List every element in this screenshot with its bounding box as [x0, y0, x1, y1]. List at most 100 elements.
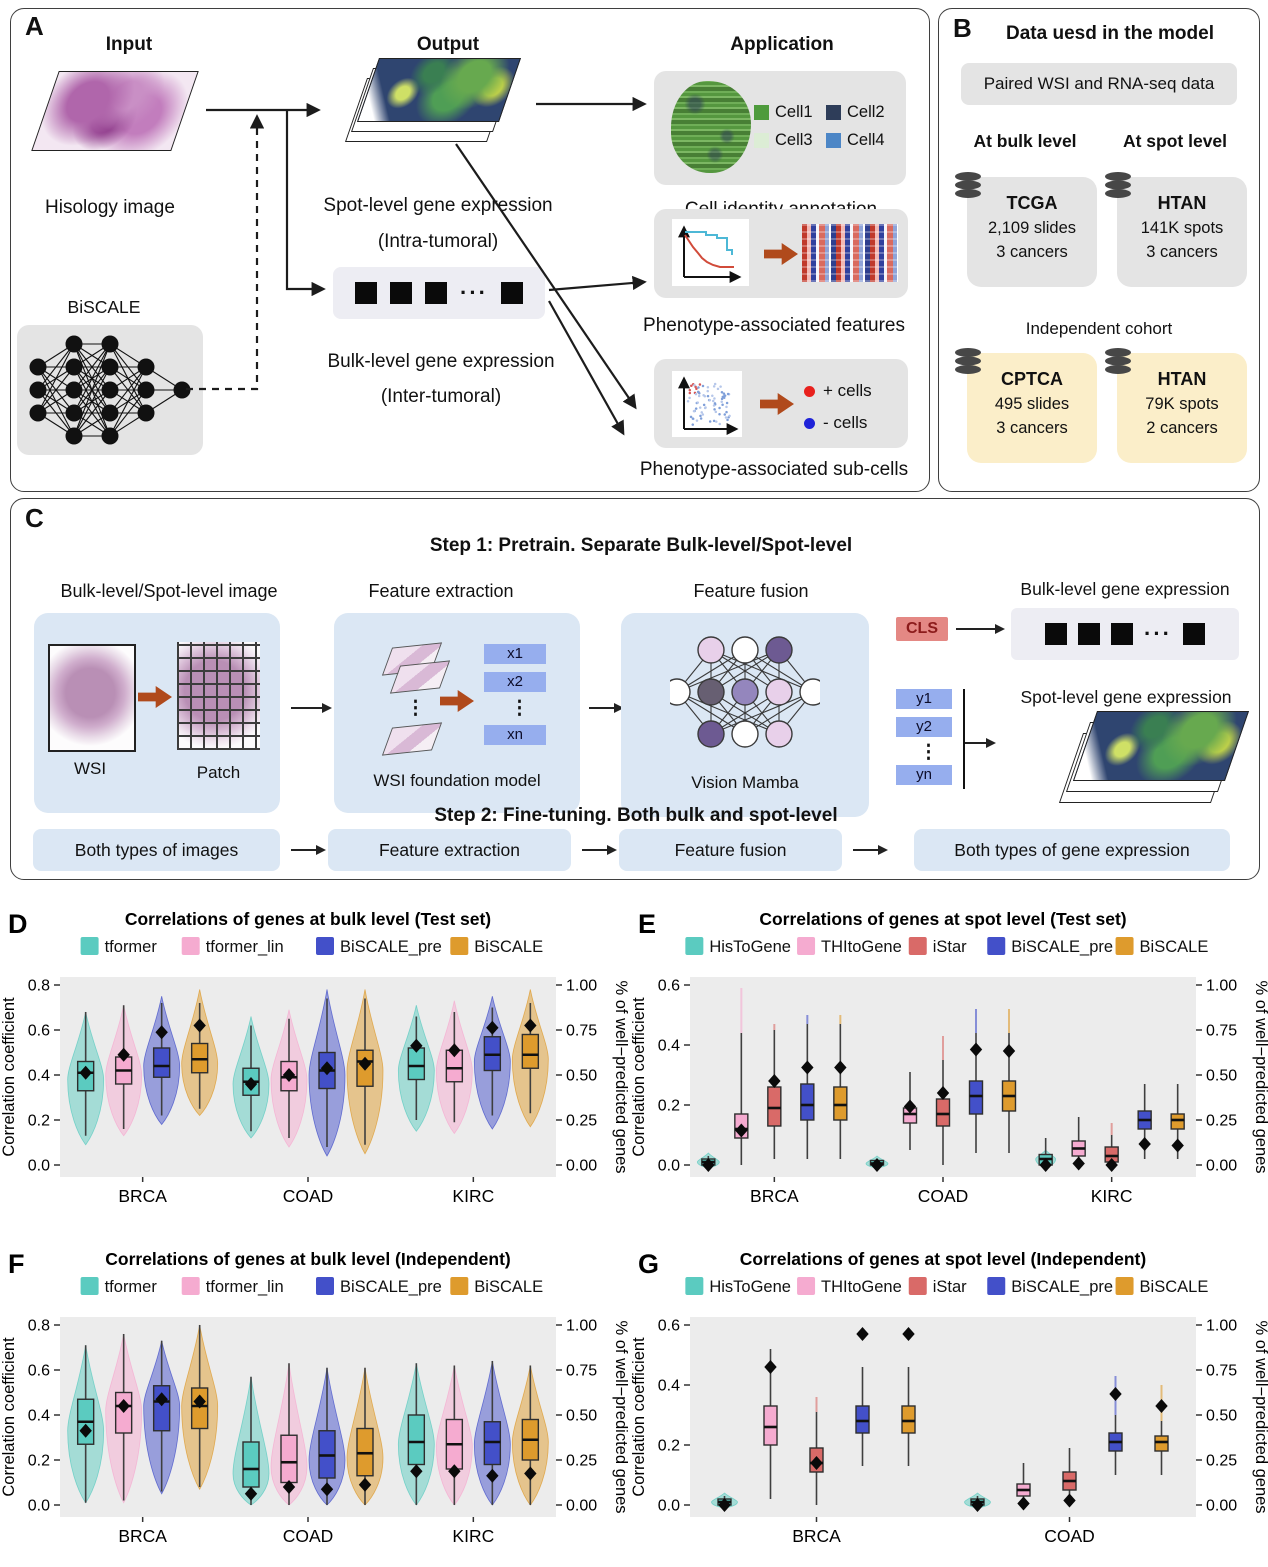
y-tick-label-right: 0.00 — [566, 1498, 597, 1515]
spot-caption-line2: (Intra-tumoral) — [377, 231, 499, 252]
dist-COAD-BiSCALE_pre — [968, 1009, 984, 1153]
y-axis-label-right: % of well−predicted genes — [1252, 1320, 1268, 1513]
input-caption: Hisology image — [45, 197, 175, 218]
y-axis-label-right: % of well−predicted genes — [612, 980, 628, 1173]
vision-mamba-network-icon — [670, 636, 820, 748]
dist-COAD-BiSCALE — [346, 989, 384, 1155]
box — [935, 1098, 951, 1127]
y-tick-label-left: 0.0 — [658, 1498, 680, 1515]
umap-scatter-icon — [672, 371, 742, 437]
cell3-swatch — [754, 133, 769, 148]
legend-swatch — [450, 937, 469, 955]
patch-grid-thumbnail — [177, 642, 260, 750]
x-category-label: KIRC — [452, 1186, 494, 1206]
histology-image — [23, 67, 207, 155]
y-tick-label-left: 0.4 — [658, 1038, 680, 1055]
bulk-level-heading: At bulk level — [973, 131, 1077, 151]
dist-BRCA-THItoGene — [734, 988, 749, 1165]
subcells-box: + cells - cells — [654, 359, 908, 448]
y-axis-label-left: Correlation coefficient — [0, 1337, 18, 1497]
y-tick-label-right: 0.25 — [566, 1453, 597, 1470]
panel-a-label: A — [25, 11, 44, 41]
y-tick-label-right: 0.50 — [1206, 1408, 1237, 1425]
dist-BRCA-BiSCALE_pre — [855, 1327, 870, 1466]
legend-label: BiSCALE_pre — [340, 1278, 442, 1296]
y-axis-label-left: Correlation coefficient — [630, 1337, 648, 1497]
legend-label: tformer — [105, 1278, 158, 1296]
y-tick-label-left: 0.8 — [28, 978, 50, 995]
y-tick-label-right: 0.50 — [566, 1068, 597, 1085]
fusion-box: Vision Mamba — [621, 613, 869, 817]
y-tick-label-left: 0.6 — [28, 1363, 50, 1380]
mean-diamond — [486, 1020, 499, 1035]
mean-diamond — [870, 1158, 884, 1172]
step2-box-images: Both types of images — [33, 829, 280, 871]
box — [833, 1086, 848, 1121]
y-tick-label-right: 0.75 — [566, 1023, 597, 1040]
database-icon — [955, 172, 981, 198]
box — [763, 1405, 778, 1446]
foundation-label: WSI foundation model — [373, 771, 541, 790]
legend-label: THItoGene — [821, 1278, 902, 1296]
bulk-vector-box: ··· — [333, 267, 545, 319]
legend-swatch — [685, 937, 704, 955]
mean-diamond — [282, 1480, 296, 1494]
panel-a: A Input Hisology image BiSCALE Output Sp… — [10, 8, 930, 492]
dist-KIRC-tformer_lin — [435, 1365, 473, 1506]
col-image-heading: Bulk-level/Spot-level image — [60, 581, 278, 601]
dist-BRCA-HisToGene — [711, 1492, 738, 1512]
panel-f-label: F — [8, 1249, 25, 1279]
mean-diamond — [936, 1086, 950, 1100]
fat-arrow-icon — [760, 392, 794, 416]
dist-KIRC-tformer — [397, 1005, 435, 1132]
x-category-label: COAD — [283, 1186, 334, 1206]
plot-area — [60, 977, 556, 1177]
fat-arrow-icon — [138, 685, 172, 709]
cell2-label: Cell2 — [847, 103, 885, 121]
y2-vector: y2 — [896, 717, 952, 737]
histology-image-texture — [31, 71, 199, 151]
panel-e-label: E — [638, 909, 656, 939]
mean-diamond — [1017, 1496, 1030, 1511]
plus-cells-label: + cells — [823, 381, 872, 400]
y-tick-label-left: 0.0 — [28, 1158, 50, 1175]
mean-diamond — [1063, 1493, 1076, 1508]
dist-BRCA-tformer — [67, 1011, 105, 1146]
box — [152, 1047, 171, 1078]
cell-legend-item: Cell2 — [826, 103, 912, 122]
vdots: ⋮ — [510, 698, 529, 719]
mean-diamond — [155, 1392, 168, 1407]
dist-BRCA-BiSCALE — [901, 1327, 916, 1466]
htan-top-line2: 3 cancers — [1146, 243, 1218, 261]
gene-square — [355, 282, 377, 304]
dist-BRCA-BiSCALE — [181, 1324, 219, 1491]
y-axis-label-right: % of well−predicted genes — [1252, 980, 1268, 1173]
cell-legend-item: Cell3 — [754, 131, 826, 150]
dist-COAD-BiSCALE — [1154, 1385, 1169, 1475]
dist-KIRC-BiSCALE — [511, 1365, 549, 1506]
extract-box: ⋮ x1 x2 ⋮ xn WSI foundation model — [334, 613, 580, 813]
output-heading: Output — [416, 34, 480, 55]
spot-expression-map — [356, 58, 522, 122]
dist-BRCA-iStar — [809, 1397, 824, 1505]
y-tick-label-right: 0.50 — [1206, 1068, 1237, 1085]
arrow-right-icon — [853, 849, 879, 852]
y-tick-label-left: 0.8 — [28, 1318, 50, 1335]
y-tick-label-right: 0.75 — [566, 1363, 597, 1380]
dist-KIRC-tformer — [397, 1363, 435, 1506]
input-heading: Input — [105, 34, 153, 55]
mean-diamond — [320, 1482, 334, 1497]
dist-COAD-HisToGene — [865, 1155, 889, 1172]
step2-box-output: Both types of gene expression — [914, 829, 1230, 871]
spot-output-map-stack — [1058, 711, 1261, 811]
gene-square — [500, 282, 523, 304]
arrow-right-icon — [965, 742, 987, 745]
legend-swatch — [316, 1277, 334, 1295]
gene-square — [1045, 623, 1067, 645]
htan-bottom-line1: 79K spots — [1145, 395, 1219, 413]
mean-diamond — [524, 1018, 537, 1033]
panel-c-label: C — [25, 503, 44, 533]
mean-diamond — [244, 1077, 258, 1091]
x2-vector: x2 — [484, 672, 546, 692]
y-tick-label-left: 0.2 — [658, 1438, 680, 1455]
